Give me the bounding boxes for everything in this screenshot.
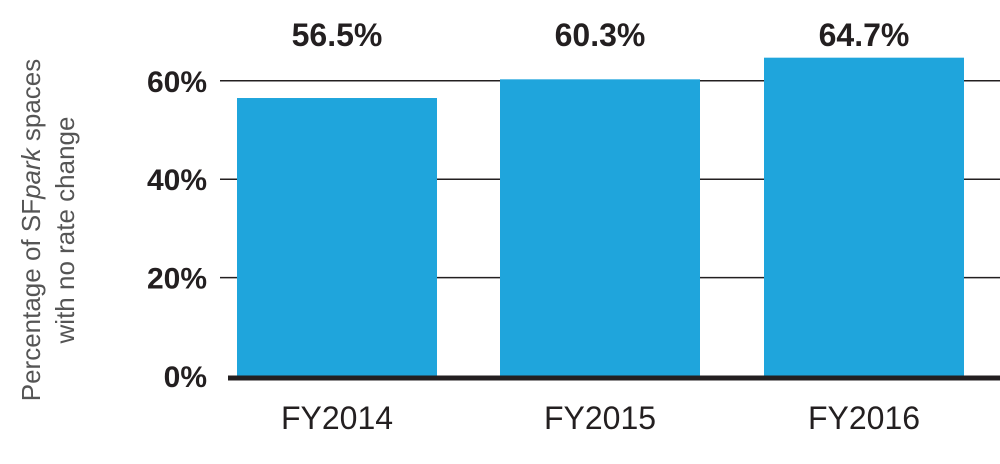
bars xyxy=(237,57,964,377)
x-tick-label-FY2015: FY2015 xyxy=(544,400,656,436)
x-tick-label-FY2014: FY2014 xyxy=(281,400,393,436)
data-label-FY2016: 64.7% xyxy=(819,17,910,53)
data-label-FY2015: 60.3% xyxy=(555,17,646,53)
y-tick-label: 0% xyxy=(164,361,207,394)
data-labels: 56.5% 60.3% 64.7% xyxy=(292,17,910,53)
y-axis-label-part3: spaces xyxy=(16,59,46,149)
y-tick-label: 40% xyxy=(147,164,207,197)
data-label-FY2014: 56.5% xyxy=(292,17,383,53)
y-axis-label: Percentage of SFpark spaces with no rate… xyxy=(16,59,80,402)
y-tick-label: 20% xyxy=(147,263,207,296)
bar-FY2015 xyxy=(500,79,700,376)
y-axis-label-part1: Percentage of SF xyxy=(16,199,46,401)
y-axis-label-line2: with no rate change xyxy=(50,117,80,345)
bar-FY2014 xyxy=(237,98,437,377)
y-tick-labels: 0% 20% 40% 60% xyxy=(147,66,207,394)
y-axis-label-line1: Percentage of SFpark spaces xyxy=(16,59,46,402)
bar-FY2016 xyxy=(764,57,964,377)
y-axis-label-part2: park xyxy=(16,146,46,200)
x-tick-label-FY2016: FY2016 xyxy=(808,400,920,436)
y-tick-label: 60% xyxy=(147,66,207,99)
x-tick-labels: FY2014 FY2015 FY2016 xyxy=(281,400,920,436)
